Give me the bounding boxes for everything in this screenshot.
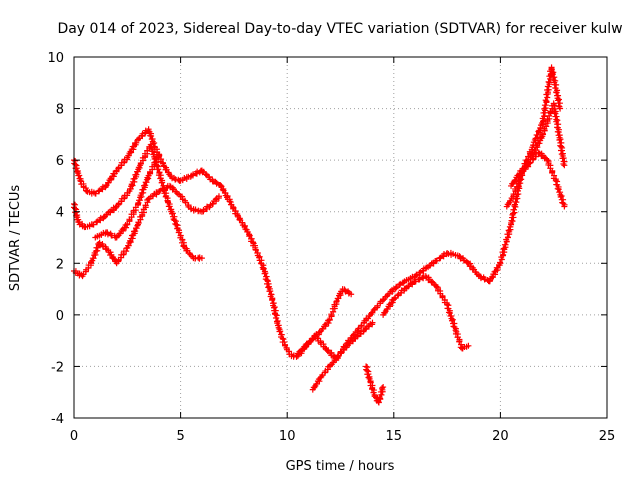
series-track-3 bbox=[71, 182, 222, 280]
series-marks-track-4 bbox=[92, 151, 163, 241]
x-tick-label: 0 bbox=[70, 429, 78, 444]
chart-title: Day 014 of 2023, Sidereal Day-to-day VTE… bbox=[57, 21, 622, 37]
x-tick-label: 15 bbox=[386, 429, 403, 444]
series-marks-track-6 bbox=[309, 319, 376, 393]
y-tick-label: 10 bbox=[47, 51, 64, 66]
x-tick-label: 10 bbox=[279, 429, 296, 444]
y-tick-label: 4 bbox=[56, 206, 64, 221]
series-marks-track-8 bbox=[380, 273, 472, 352]
axis-ticks: 0 5 10 15 20 25 -4 -2 0 2 4 6 8 10 bbox=[47, 51, 615, 444]
y-tick-label: -2 bbox=[51, 360, 64, 375]
series-track-5 bbox=[294, 286, 355, 357]
y-tick-label: 0 bbox=[56, 309, 64, 324]
plot-frame bbox=[73, 56, 608, 419]
series-track-7 bbox=[363, 363, 387, 406]
x-axis-label: GPS time / hours bbox=[286, 459, 395, 474]
y-tick-label: -4 bbox=[51, 412, 64, 427]
x-tick-label: 5 bbox=[176, 429, 184, 444]
x-tick-label: 20 bbox=[492, 429, 509, 444]
y-axis-label: SDTVAR / TECUs bbox=[8, 185, 23, 292]
series-marks-track-3 bbox=[71, 182, 222, 280]
series-marks-track-5 bbox=[294, 286, 355, 357]
grid-lines bbox=[74, 57, 607, 418]
series-track-6 bbox=[309, 319, 376, 393]
series-marks-track-7 bbox=[363, 363, 387, 406]
series-marks-track-10 bbox=[508, 100, 568, 189]
y-tick-label: 6 bbox=[56, 154, 64, 169]
y-tick-label: 2 bbox=[56, 257, 64, 272]
y-tick-label: 8 bbox=[56, 103, 64, 118]
series-track-10 bbox=[508, 100, 568, 189]
x-tick-label: 25 bbox=[599, 429, 616, 444]
series-track-4 bbox=[92, 151, 163, 241]
series-track-8 bbox=[380, 273, 472, 352]
data-marks bbox=[71, 64, 568, 406]
